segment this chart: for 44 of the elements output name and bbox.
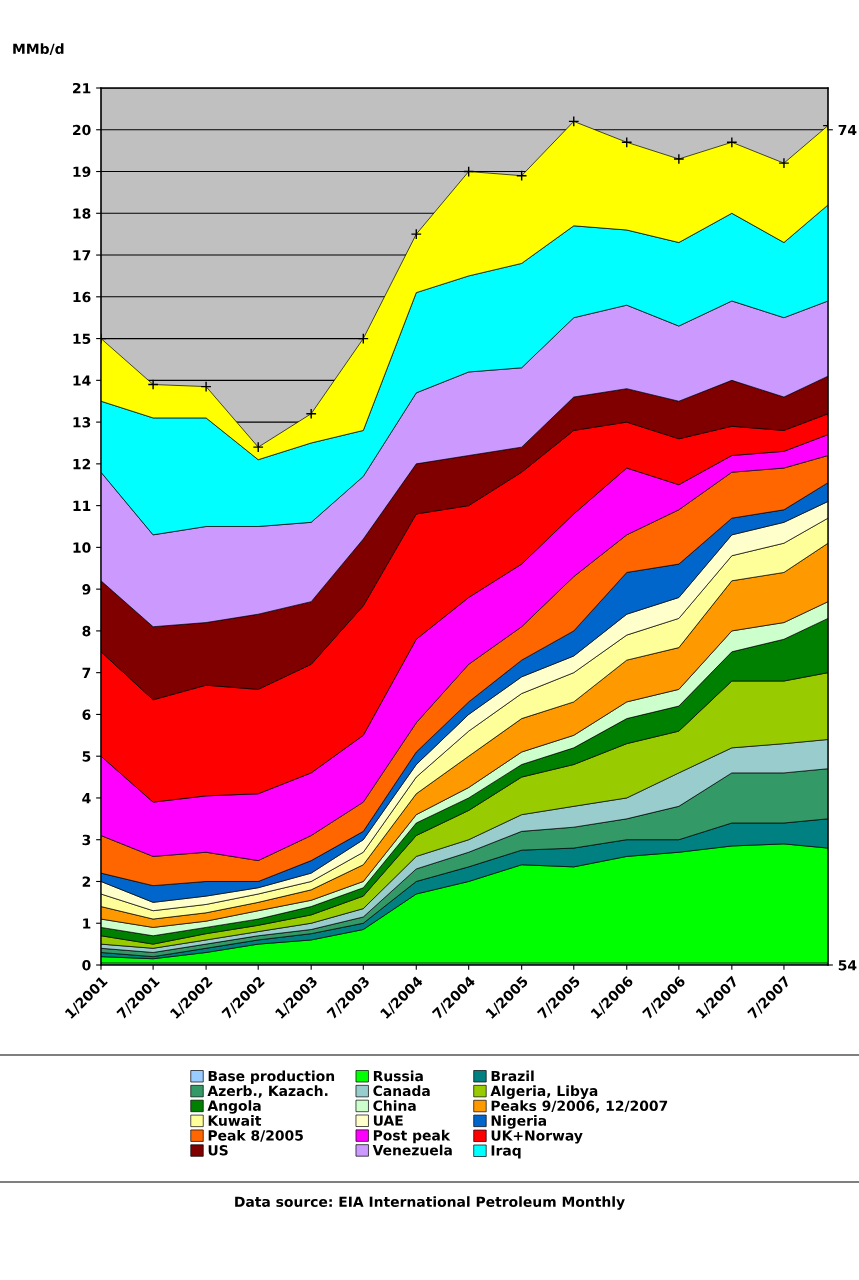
- legend-label: Peak 8/2005: [208, 1129, 303, 1142]
- legend-label: Russia: [373, 1070, 423, 1082]
- y-tick-label: 15: [73, 333, 91, 345]
- y-tick-label: 4: [82, 793, 91, 804]
- y-tick-label: 16: [73, 291, 91, 303]
- legend-label: UK+Norway: [491, 1130, 583, 1144]
- y-tick-label: 17: [73, 250, 91, 261]
- legend-label: Algeria, Libya: [490, 1085, 598, 1099]
- y-tick-label: 14: [73, 375, 91, 386]
- legend-label: UAE: [373, 1115, 403, 1126]
- legend-label: Canada: [373, 1085, 430, 1097]
- legend-label: Nigeria: [491, 1115, 547, 1129]
- y-tick-label: 19: [73, 166, 91, 177]
- y-tick-label: 21: [73, 82, 91, 94]
- legend-label: US: [208, 1145, 228, 1156]
- y-tick-label: 10: [73, 542, 91, 553]
- y-tick-label: 12: [73, 458, 91, 470]
- y-tick-label: 8: [82, 625, 91, 637]
- y-tick-label: 2: [82, 876, 91, 887]
- legend-label: Base production: [208, 1070, 335, 1084]
- legend-label: Post peak: [373, 1129, 451, 1144]
- legend-label: Venezuela: [372, 1144, 452, 1156]
- legend-label: Brazil: [491, 1070, 534, 1082]
- y-tick-label: 20: [73, 124, 91, 136]
- source-note: Data source: EIA International Petroleum Monthly: [235, 1196, 625, 1210]
- y2-tick-label: 74: [838, 124, 857, 136]
- y-tick-label: 6: [82, 709, 91, 720]
- legend-label: Kuwait: [208, 1115, 262, 1126]
- y-tick-label: 7: [82, 667, 91, 678]
- y-axis-title: MMb/d: [13, 43, 64, 56]
- legend-label: Angola: [207, 1100, 261, 1114]
- y-tick-label: 1: [83, 918, 91, 929]
- y-tick-label: 5: [82, 751, 91, 762]
- y-tick-label: 18: [73, 208, 91, 219]
- legend-label: Peaks 9/2006, 12/2007: [491, 1100, 668, 1113]
- y-tick-label: 13: [73, 417, 91, 428]
- y-tick-label: 3: [82, 834, 91, 846]
- y-tick-label: 0: [82, 959, 91, 971]
- legend-label: Iraq: [491, 1145, 521, 1159]
- legend-label: Azerb., Kazach.: [207, 1085, 328, 1098]
- y2-tick-label: 54: [838, 960, 857, 971]
- y-tick-label: 11: [73, 500, 91, 511]
- legend-label: China: [373, 1100, 416, 1111]
- y-tick-label: 9: [82, 584, 91, 595]
